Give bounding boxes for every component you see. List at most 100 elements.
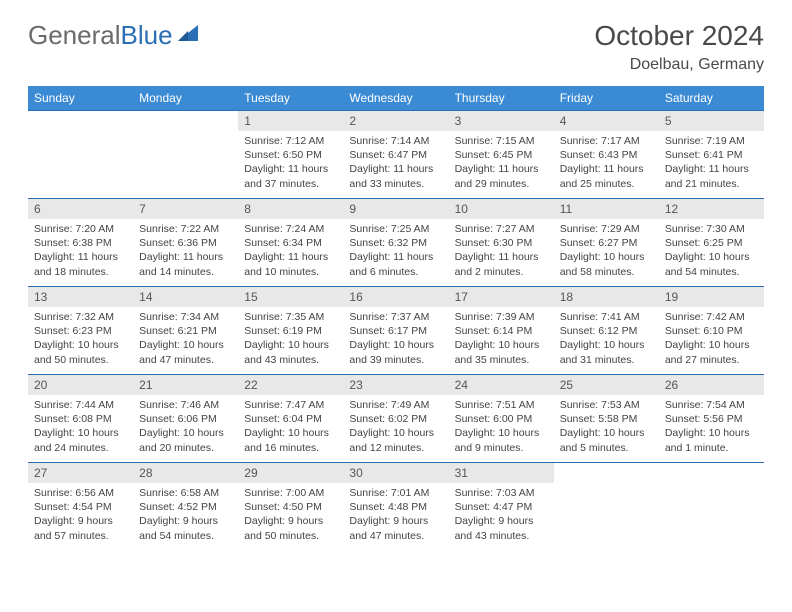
- sunset-line: Sunset: 6:12 PM: [560, 324, 653, 338]
- day-details: Sunrise: 7:35 AMSunset: 6:19 PMDaylight:…: [238, 307, 343, 371]
- daylight-line: Daylight: 10 hours and 47 minutes.: [139, 338, 232, 366]
- calendar-day-cell: 15Sunrise: 7:35 AMSunset: 6:19 PMDayligh…: [238, 287, 343, 375]
- daylight-line: Daylight: 11 hours and 6 minutes.: [349, 250, 442, 278]
- sunrise-line: Sunrise: 6:58 AM: [139, 486, 232, 500]
- sunrise-line: Sunrise: 7:15 AM: [455, 134, 548, 148]
- day-details: Sunrise: 7:14 AMSunset: 6:47 PMDaylight:…: [343, 131, 448, 195]
- day-number: 13: [28, 287, 133, 307]
- day-number: 12: [659, 199, 764, 219]
- day-details: Sunrise: 7:32 AMSunset: 6:23 PMDaylight:…: [28, 307, 133, 371]
- weekday-header: Monday: [133, 86, 238, 111]
- day-details: Sunrise: 7:27 AMSunset: 6:30 PMDaylight:…: [449, 219, 554, 283]
- day-number: 21: [133, 375, 238, 395]
- daylight-line: Daylight: 9 hours and 50 minutes.: [244, 514, 337, 542]
- weekday-header: Thursday: [449, 86, 554, 111]
- sunset-line: Sunset: 6:47 PM: [349, 148, 442, 162]
- brand-text-part1: General: [28, 20, 121, 50]
- sunset-line: Sunset: 6:04 PM: [244, 412, 337, 426]
- sunrise-line: Sunrise: 7:12 AM: [244, 134, 337, 148]
- calendar-day-cell: 16Sunrise: 7:37 AMSunset: 6:17 PMDayligh…: [343, 287, 448, 375]
- day-number: 9: [343, 199, 448, 219]
- sunset-line: Sunset: 6:00 PM: [455, 412, 548, 426]
- day-details: Sunrise: 7:12 AMSunset: 6:50 PMDaylight:…: [238, 131, 343, 195]
- calendar-day-cell: 5Sunrise: 7:19 AMSunset: 6:41 PMDaylight…: [659, 111, 764, 199]
- day-number: 19: [659, 287, 764, 307]
- day-details: Sunrise: 7:47 AMSunset: 6:04 PMDaylight:…: [238, 395, 343, 459]
- daylight-line: Daylight: 9 hours and 54 minutes.: [139, 514, 232, 542]
- sunrise-line: Sunrise: 7:30 AM: [665, 222, 758, 236]
- calendar-day-cell: 7Sunrise: 7:22 AMSunset: 6:36 PMDaylight…: [133, 199, 238, 287]
- day-details: Sunrise: 7:44 AMSunset: 6:08 PMDaylight:…: [28, 395, 133, 459]
- daylight-line: Daylight: 11 hours and 10 minutes.: [244, 250, 337, 278]
- location-label: Doelbau, Germany: [594, 56, 764, 74]
- day-number: 25: [554, 375, 659, 395]
- daylight-line: Daylight: 9 hours and 43 minutes.: [455, 514, 548, 542]
- sunrise-line: Sunrise: 7:03 AM: [455, 486, 548, 500]
- sunrise-line: Sunrise: 7:17 AM: [560, 134, 653, 148]
- daylight-line: Daylight: 11 hours and 37 minutes.: [244, 162, 337, 190]
- day-details: Sunrise: 7:25 AMSunset: 6:32 PMDaylight:…: [343, 219, 448, 283]
- day-details: Sunrise: 7:22 AMSunset: 6:36 PMDaylight:…: [133, 219, 238, 283]
- calendar-day-cell: 23Sunrise: 7:49 AMSunset: 6:02 PMDayligh…: [343, 375, 448, 463]
- sunrise-line: Sunrise: 7:24 AM: [244, 222, 337, 236]
- sunset-line: Sunset: 6:38 PM: [34, 236, 127, 250]
- calendar-day-cell: 30Sunrise: 7:01 AMSunset: 4:48 PMDayligh…: [343, 463, 448, 551]
- sunset-line: Sunset: 4:47 PM: [455, 500, 548, 514]
- day-number: 8: [238, 199, 343, 219]
- sunrise-line: Sunrise: 7:46 AM: [139, 398, 232, 412]
- sunrise-line: Sunrise: 7:49 AM: [349, 398, 442, 412]
- daylight-line: Daylight: 10 hours and 31 minutes.: [560, 338, 653, 366]
- day-details: Sunrise: 7:51 AMSunset: 6:00 PMDaylight:…: [449, 395, 554, 459]
- sunset-line: Sunset: 4:54 PM: [34, 500, 127, 514]
- day-number: 7: [133, 199, 238, 219]
- sunrise-line: Sunrise: 7:25 AM: [349, 222, 442, 236]
- brand-sail-icon: [176, 23, 200, 48]
- weekday-header-row: SundayMondayTuesdayWednesdayThursdayFrid…: [28, 86, 764, 111]
- calendar-day-cell: [28, 111, 133, 199]
- page-header: GeneralBlue October 2024 Doelbau, German…: [0, 0, 792, 80]
- calendar-day-cell: 11Sunrise: 7:29 AMSunset: 6:27 PMDayligh…: [554, 199, 659, 287]
- calendar-day-cell: 19Sunrise: 7:42 AMSunset: 6:10 PMDayligh…: [659, 287, 764, 375]
- sunset-line: Sunset: 6:30 PM: [455, 236, 548, 250]
- daylight-line: Daylight: 10 hours and 50 minutes.: [34, 338, 127, 366]
- calendar-day-cell: 21Sunrise: 7:46 AMSunset: 6:06 PMDayligh…: [133, 375, 238, 463]
- calendar-week-row: 1Sunrise: 7:12 AMSunset: 6:50 PMDaylight…: [28, 111, 764, 199]
- day-number: 4: [554, 111, 659, 131]
- day-number: 6: [28, 199, 133, 219]
- calendar-week-row: 6Sunrise: 7:20 AMSunset: 6:38 PMDaylight…: [28, 199, 764, 287]
- sunrise-line: Sunrise: 7:47 AM: [244, 398, 337, 412]
- brand-logo: GeneralBlue: [28, 20, 200, 51]
- day-number: 28: [133, 463, 238, 483]
- calendar-day-cell: 10Sunrise: 7:27 AMSunset: 6:30 PMDayligh…: [449, 199, 554, 287]
- day-number: 15: [238, 287, 343, 307]
- day-number: 16: [343, 287, 448, 307]
- daylight-line: Daylight: 10 hours and 24 minutes.: [34, 426, 127, 454]
- day-details: Sunrise: 6:56 AMSunset: 4:54 PMDaylight:…: [28, 483, 133, 547]
- calendar-day-cell: 1Sunrise: 7:12 AMSunset: 6:50 PMDaylight…: [238, 111, 343, 199]
- calendar-day-cell: [659, 463, 764, 551]
- day-details: Sunrise: 7:24 AMSunset: 6:34 PMDaylight:…: [238, 219, 343, 283]
- calendar-day-cell: 22Sunrise: 7:47 AMSunset: 6:04 PMDayligh…: [238, 375, 343, 463]
- sunset-line: Sunset: 6:02 PM: [349, 412, 442, 426]
- sunrise-line: Sunrise: 7:34 AM: [139, 310, 232, 324]
- sunrise-line: Sunrise: 7:22 AM: [139, 222, 232, 236]
- sunrise-line: Sunrise: 7:42 AM: [665, 310, 758, 324]
- calendar-day-cell: 9Sunrise: 7:25 AMSunset: 6:32 PMDaylight…: [343, 199, 448, 287]
- sunrise-line: Sunrise: 7:29 AM: [560, 222, 653, 236]
- day-details: Sunrise: 7:00 AMSunset: 4:50 PMDaylight:…: [238, 483, 343, 547]
- weekday-header: Tuesday: [238, 86, 343, 111]
- day-details: Sunrise: 7:41 AMSunset: 6:12 PMDaylight:…: [554, 307, 659, 371]
- sunrise-line: Sunrise: 7:01 AM: [349, 486, 442, 500]
- day-number: 3: [449, 111, 554, 131]
- sunrise-line: Sunrise: 7:27 AM: [455, 222, 548, 236]
- day-details: Sunrise: 7:17 AMSunset: 6:43 PMDaylight:…: [554, 131, 659, 195]
- sunset-line: Sunset: 6:34 PM: [244, 236, 337, 250]
- sunset-line: Sunset: 6:08 PM: [34, 412, 127, 426]
- sunrise-line: Sunrise: 7:44 AM: [34, 398, 127, 412]
- calendar-day-cell: [554, 463, 659, 551]
- day-details: Sunrise: 7:29 AMSunset: 6:27 PMDaylight:…: [554, 219, 659, 283]
- day-details: Sunrise: 7:49 AMSunset: 6:02 PMDaylight:…: [343, 395, 448, 459]
- sunrise-line: Sunrise: 7:41 AM: [560, 310, 653, 324]
- calendar-day-cell: 6Sunrise: 7:20 AMSunset: 6:38 PMDaylight…: [28, 199, 133, 287]
- day-number: 2: [343, 111, 448, 131]
